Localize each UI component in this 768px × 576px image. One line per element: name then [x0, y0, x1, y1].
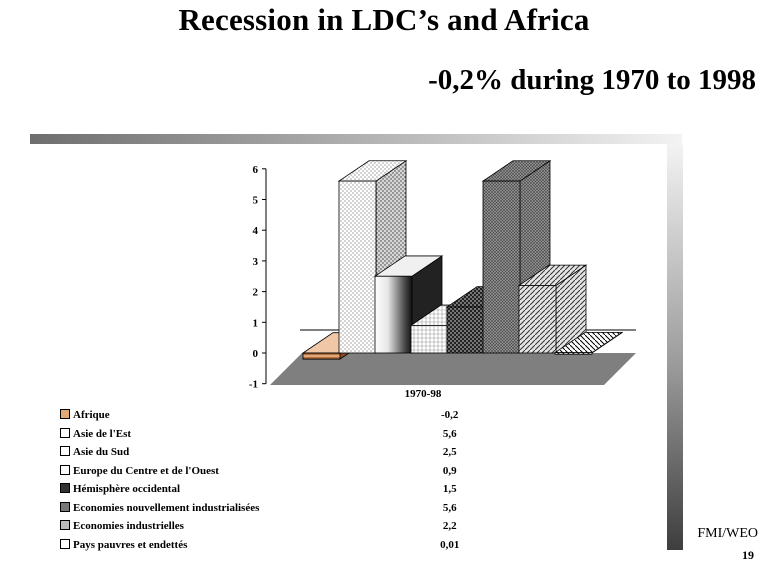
- data-value-label: 2,5: [442, 446, 457, 459]
- legend-cell: Pays pauvres et endettés: [60, 536, 419, 555]
- bar-front-face: [518, 285, 557, 354]
- legend-cell: Economies industrielles: [60, 517, 419, 536]
- legend-label: Asie du Sud: [73, 446, 130, 459]
- y-tick-label: 3: [253, 256, 259, 268]
- y-tick-label: -1: [249, 379, 258, 391]
- y-tick-label: 5: [253, 195, 259, 207]
- legend-label: Hémisphère occidental: [73, 483, 181, 496]
- legend-label: Afrique: [73, 409, 110, 422]
- table-row: Economies nouvellement industrialisées 5,…: [60, 499, 480, 518]
- table-row: Afrique -0,2: [60, 406, 480, 425]
- y-tick-label: 4: [253, 225, 259, 237]
- data-value-label: 0,01: [440, 538, 460, 551]
- data-value-label: 1,5: [442, 483, 457, 496]
- y-tick-label: 1: [253, 317, 259, 329]
- legend-cell: Afrique: [60, 406, 419, 425]
- legend-label: Pays pauvres et endettés: [73, 538, 188, 551]
- legend-swatch-icon: [60, 409, 70, 420]
- bar-front-face: [482, 180, 521, 354]
- table-row: Asie de l'Est 5,6: [60, 425, 480, 444]
- table-row: Economies industrielles 2,2: [60, 517, 480, 536]
- bar-8: [553, 331, 624, 355]
- legend-swatch-icon: [60, 427, 70, 438]
- legend-swatch-icon: [60, 538, 70, 549]
- chart-floor: [270, 353, 636, 385]
- legend-label: Economies nouvellement industrialisées: [73, 501, 260, 514]
- page-number: 19: [742, 548, 754, 562]
- legend-swatch-icon: [60, 446, 70, 457]
- y-tick-label: 0: [253, 348, 259, 360]
- legend-label: Asie de l'Est: [73, 427, 132, 440]
- decorative-horizontal-bar: [30, 134, 682, 144]
- table-row: Hémisphère occidental 1,5: [60, 480, 480, 499]
- table-row: Europe du Centre et de l'Ouest 0,9: [60, 462, 480, 481]
- data-value-label: 5,6: [442, 427, 457, 440]
- legend-data-table: Afrique -0,2 Asie de l'Est 5,6 Asie du Sud 2,…: [60, 406, 480, 554]
- y-tick-label: 6: [253, 164, 259, 176]
- legend-cell: Asie du Sud: [60, 443, 419, 462]
- y-tick-label: 2: [253, 287, 259, 299]
- table-row: Asie du Sud 2,5: [60, 443, 480, 462]
- bar-front-face: [374, 275, 413, 354]
- bar-front-face: [410, 324, 449, 354]
- legend-cell: Asie de l'Est: [60, 425, 419, 444]
- x-axis-category-label: 1970-98: [405, 388, 442, 400]
- bar-front-face: [302, 352, 341, 360]
- bar-front-face: [446, 306, 485, 354]
- table-row: Pays pauvres et endettés 0,01: [60, 536, 480, 555]
- legend-cell: Hémisphère occidental: [60, 480, 419, 499]
- bar-front-face: [338, 180, 377, 354]
- slide-title: Recession in LDC’s and Africa: [178, 2, 590, 37]
- legend-cell: Economies nouvellement industrialisées: [60, 499, 419, 518]
- legend-swatch-icon: [60, 483, 70, 494]
- legend-label: Economies industrielles: [73, 520, 184, 533]
- data-value-label: -0,2: [441, 409, 459, 422]
- data-value-label: 0,9: [442, 464, 457, 477]
- legend-cell: Europe du Centre et de l'Ouest: [60, 462, 419, 481]
- bar-front-face: [554, 352, 593, 355]
- legend-label: Europe du Centre et de l'Ouest: [73, 464, 219, 477]
- data-value-label: 5,6: [442, 501, 457, 514]
- legend-swatch-icon: [60, 520, 70, 531]
- legend-swatch-icon: [60, 501, 70, 512]
- source-label: FMI/WEO: [697, 526, 758, 541]
- legend-swatch-icon: [60, 464, 70, 475]
- data-value-label: 2,2: [442, 520, 457, 533]
- slide-subtitle: -0,2% during 1970 to 1998: [428, 64, 756, 96]
- decorative-vertical-bar: [667, 144, 683, 550]
